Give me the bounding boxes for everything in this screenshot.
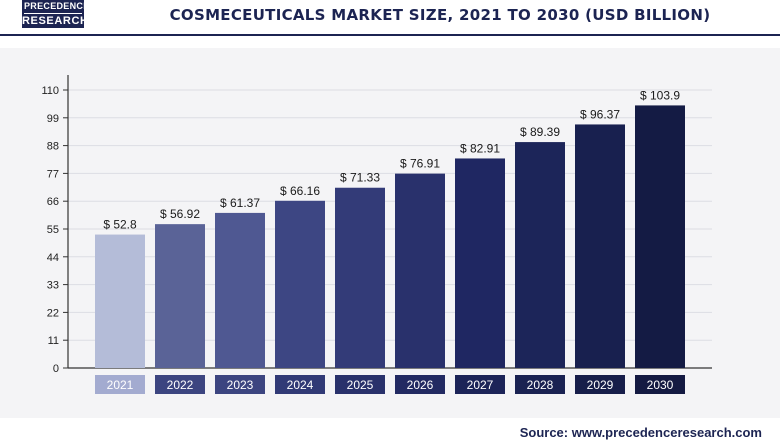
bar bbox=[155, 224, 205, 368]
x-tick-box bbox=[395, 375, 445, 394]
x-tick-label: 2022 bbox=[167, 378, 194, 392]
bar bbox=[275, 200, 325, 368]
y-tick-label: 66 bbox=[47, 196, 59, 208]
y-tick-label: 77 bbox=[47, 168, 59, 180]
source-note: Source: www.precedenceresearch.com bbox=[519, 425, 762, 440]
data-label: $ 76.91 bbox=[400, 157, 440, 171]
y-tick-label: 44 bbox=[47, 252, 59, 264]
x-tick-label: 2028 bbox=[527, 378, 554, 392]
x-tick-box bbox=[155, 375, 205, 394]
data-label: $ 82.91 bbox=[460, 141, 500, 155]
data-label: $ 103.9 bbox=[640, 88, 680, 102]
data-label: $ 56.92 bbox=[160, 207, 200, 221]
bar bbox=[335, 187, 385, 368]
data-label: $ 71.33 bbox=[340, 171, 380, 185]
x-tick-label: 2029 bbox=[587, 378, 614, 392]
y-tick-label: 0 bbox=[53, 363, 59, 375]
x-tick-box bbox=[95, 375, 145, 394]
logo-line-1: PRECEDENCE bbox=[24, 0, 89, 14]
y-tick-label: 110 bbox=[41, 85, 59, 97]
bar bbox=[455, 158, 505, 368]
x-tick-label: 2023 bbox=[227, 378, 254, 392]
bar bbox=[95, 234, 145, 368]
x-tick-box bbox=[215, 375, 265, 394]
x-tick-box bbox=[335, 375, 385, 394]
x-tick-label: 2027 bbox=[467, 378, 494, 392]
y-tick-label: 33 bbox=[47, 280, 59, 292]
y-tick-label: 55 bbox=[47, 224, 59, 236]
chart-title: COSMECEUTICALS MARKET SIZE, 2021 TO 2030… bbox=[169, 6, 711, 24]
bar bbox=[515, 142, 565, 368]
x-tick-label: 2024 bbox=[287, 378, 314, 392]
y-tick-label: 88 bbox=[47, 141, 59, 153]
x-tick-box bbox=[275, 375, 325, 394]
x-tick-label: 2026 bbox=[407, 378, 434, 392]
bar bbox=[395, 173, 445, 368]
data-label: $ 66.16 bbox=[280, 184, 320, 198]
y-tick-label: 22 bbox=[47, 307, 59, 319]
x-tick-label: 2030 bbox=[647, 378, 674, 392]
bar bbox=[575, 124, 625, 369]
data-label: $ 96.37 bbox=[580, 107, 620, 121]
data-label: $ 89.39 bbox=[520, 125, 560, 139]
x-tick-label: 2025 bbox=[347, 378, 374, 392]
x-tick-box bbox=[635, 375, 685, 394]
x-tick-box bbox=[455, 375, 505, 394]
x-tick-box bbox=[515, 375, 565, 394]
logo-line-2: RESEARCH bbox=[22, 15, 89, 27]
bar bbox=[635, 105, 685, 368]
x-tick-box bbox=[575, 375, 625, 394]
data-label: $ 61.37 bbox=[220, 196, 260, 210]
y-tick-label: 11 bbox=[48, 335, 59, 347]
data-label: $ 52.8 bbox=[103, 218, 137, 232]
bar bbox=[215, 212, 265, 368]
y-tick-label: 99 bbox=[47, 113, 59, 125]
header-bar: PRECEDENCE RESEARCH COSMECEUTICALS MARKE… bbox=[0, 0, 780, 36]
brand-logo: PRECEDENCE RESEARCH bbox=[22, 0, 89, 28]
x-tick-label: 2021 bbox=[107, 378, 134, 392]
